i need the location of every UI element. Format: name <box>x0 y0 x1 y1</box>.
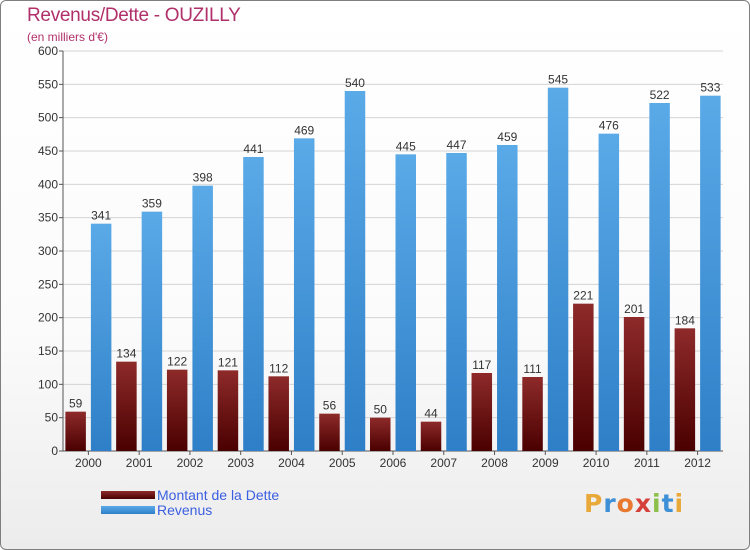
bar-dette-2007 <box>420 421 442 451</box>
data-label-revenus-2008: 459 <box>497 130 517 144</box>
proxiti-logo: Proxiti <box>584 489 684 518</box>
y-tick-label: 150 <box>38 344 58 358</box>
data-label-dette-2012: 184 <box>675 313 695 327</box>
data-label-revenus-2001: 359 <box>142 197 162 211</box>
data-label-dette-2007: 44 <box>424 407 438 421</box>
y-tick-label: 250 <box>38 277 58 291</box>
logo-letter: r <box>603 489 617 518</box>
data-label-dette-2003: 121 <box>218 355 238 369</box>
x-tick-label: 2002 <box>177 456 204 470</box>
x-tick-label: 2003 <box>227 456 254 470</box>
legend-item-dette: Montant de la Dette <box>101 486 280 503</box>
data-label-dette-2010: 221 <box>573 289 593 303</box>
data-label-dette-2006: 50 <box>374 403 388 417</box>
data-label-dette-2000: 59 <box>69 397 83 411</box>
bar-revenus-2003 <box>243 157 264 451</box>
data-label-dette-2002: 122 <box>167 355 187 369</box>
y-tick-label: 100 <box>38 377 58 391</box>
legend: Montant de la Dette Revenus <box>101 486 280 518</box>
labels: 0501001502002503003504004505005506002000… <box>38 44 721 470</box>
bar-revenus-2007 <box>446 153 467 451</box>
data-label-dette-2008: 117 <box>472 358 491 372</box>
legend-label-revenus: Revenus <box>157 501 213 518</box>
data-label-revenus-2002: 398 <box>193 171 213 185</box>
bar-dette-2009 <box>522 377 543 451</box>
bar-revenus-2002 <box>192 185 213 451</box>
bar-dette-2012 <box>674 328 696 451</box>
bar-dette-2005 <box>319 413 340 451</box>
bar-dette-2011 <box>623 317 645 451</box>
bar-dette-2003 <box>217 370 239 451</box>
bar-revenus-2006 <box>395 154 416 452</box>
logo-letter: P <box>584 489 604 518</box>
logo-letter: i <box>674 489 685 518</box>
logo-letter: o <box>616 489 635 518</box>
chart-subtitle: (en milliers d'€) <box>27 30 108 44</box>
data-label-revenus-2005: 540 <box>345 76 365 90</box>
bar-dette-2000 <box>65 411 86 451</box>
x-tick-label: 2001 <box>126 456 153 470</box>
data-label-revenus-2010: 476 <box>599 119 619 133</box>
chart-title: Revenus/Dette - OUZILLY <box>27 5 241 26</box>
bar-dette-2004 <box>268 376 289 451</box>
data-label-revenus-2006: 445 <box>396 139 416 153</box>
y-tick-label: 500 <box>38 111 58 125</box>
bar-dette-2010 <box>573 303 594 451</box>
bar-dette-2002 <box>166 369 188 451</box>
bar-dette-2006 <box>370 417 391 451</box>
y-tick-label: 400 <box>38 177 58 191</box>
x-tick-label: 2008 <box>481 456 508 470</box>
y-tick-label: 0 <box>51 444 58 458</box>
data-label-dette-2011: 201 <box>624 302 644 316</box>
data-label-dette-2001: 134 <box>116 347 136 361</box>
y-tick-label: 450 <box>38 144 58 158</box>
data-label-revenus-2000: 341 <box>91 209 111 223</box>
logo-letter: t <box>661 489 675 518</box>
x-tick-label: 2010 <box>583 456 610 470</box>
bar-revenus-2010 <box>598 133 620 451</box>
y-tick-label: 200 <box>38 311 58 325</box>
data-label-revenus-2012: 533 <box>700 81 720 95</box>
legend-swatch-dette <box>101 490 155 499</box>
bar-revenus-2004 <box>293 138 315 452</box>
data-label-revenus-2011: 522 <box>650 88 670 102</box>
data-label-dette-2009: 111 <box>523 362 542 376</box>
y-tick-label: 300 <box>38 244 58 258</box>
x-tick-label: 2007 <box>430 456 457 470</box>
data-label-revenus-2009: 545 <box>548 73 568 87</box>
bar-revenus-2011 <box>649 103 670 451</box>
bar-revenus-2008 <box>497 145 518 451</box>
x-tick-label: 2006 <box>380 456 407 470</box>
bar-revenus-2001 <box>141 211 163 451</box>
logo-letter: x <box>634 489 652 518</box>
y-tick-label: 550 <box>38 77 58 91</box>
data-label-revenus-2007: 447 <box>447 138 467 152</box>
x-tick-label: 2012 <box>684 456 711 470</box>
legend-item-revenus: Revenus <box>101 501 279 518</box>
bars <box>65 87 721 452</box>
data-label-dette-2004: 112 <box>269 361 288 375</box>
data-label-dette-2005: 56 <box>323 399 337 413</box>
bar-dette-2008 <box>471 373 493 451</box>
x-tick-label: 2009 <box>532 456 559 470</box>
x-tick-label: 2011 <box>634 456 660 470</box>
y-tick-label: 50 <box>45 411 59 425</box>
logo-letter: i <box>652 489 662 518</box>
legend-swatch-revenus <box>101 505 155 514</box>
bar-revenus-2005 <box>344 91 366 451</box>
data-label-revenus-2003: 441 <box>243 142 263 156</box>
x-tick-label: 2000 <box>75 456 102 470</box>
data-label-revenus-2004: 469 <box>294 123 314 137</box>
bar-revenus-2009 <box>547 87 569 452</box>
bar-revenus-2012 <box>700 95 721 452</box>
bar-revenus-2000 <box>90 223 112 451</box>
x-tick-label: 2005 <box>329 456 356 470</box>
legend-label-dette: Montant de la Dette <box>157 486 280 503</box>
y-tick-label: 350 <box>38 211 58 225</box>
bar-dette-2001 <box>116 361 137 451</box>
y-tick-label: 600 <box>38 44 58 58</box>
x-tick-label: 2004 <box>278 456 305 470</box>
